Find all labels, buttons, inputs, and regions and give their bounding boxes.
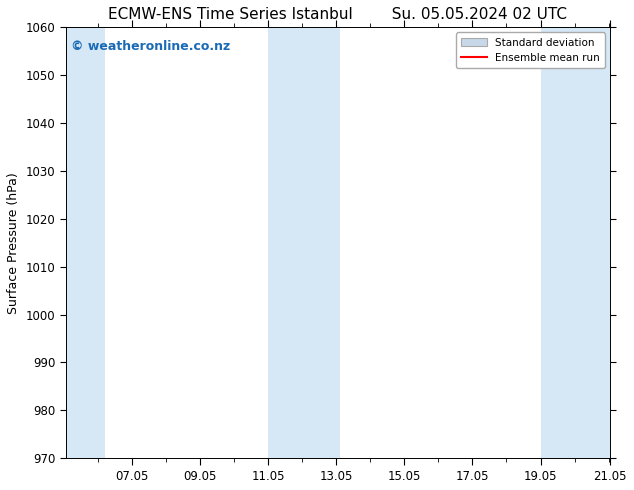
Bar <box>541 27 611 458</box>
Title: ECMW-ENS Time Series Istanbul        Su. 05.05.2024 02 UTC: ECMW-ENS Time Series Istanbul Su. 05.05.… <box>108 7 567 22</box>
Legend: Standard deviation, Ensemble mean run: Standard deviation, Ensemble mean run <box>456 32 605 68</box>
Bar <box>268 27 340 458</box>
Text: © weatheronline.co.nz: © weatheronline.co.nz <box>71 40 230 53</box>
Y-axis label: Surface Pressure (hPa): Surface Pressure (hPa) <box>7 172 20 314</box>
Bar <box>66 27 105 458</box>
